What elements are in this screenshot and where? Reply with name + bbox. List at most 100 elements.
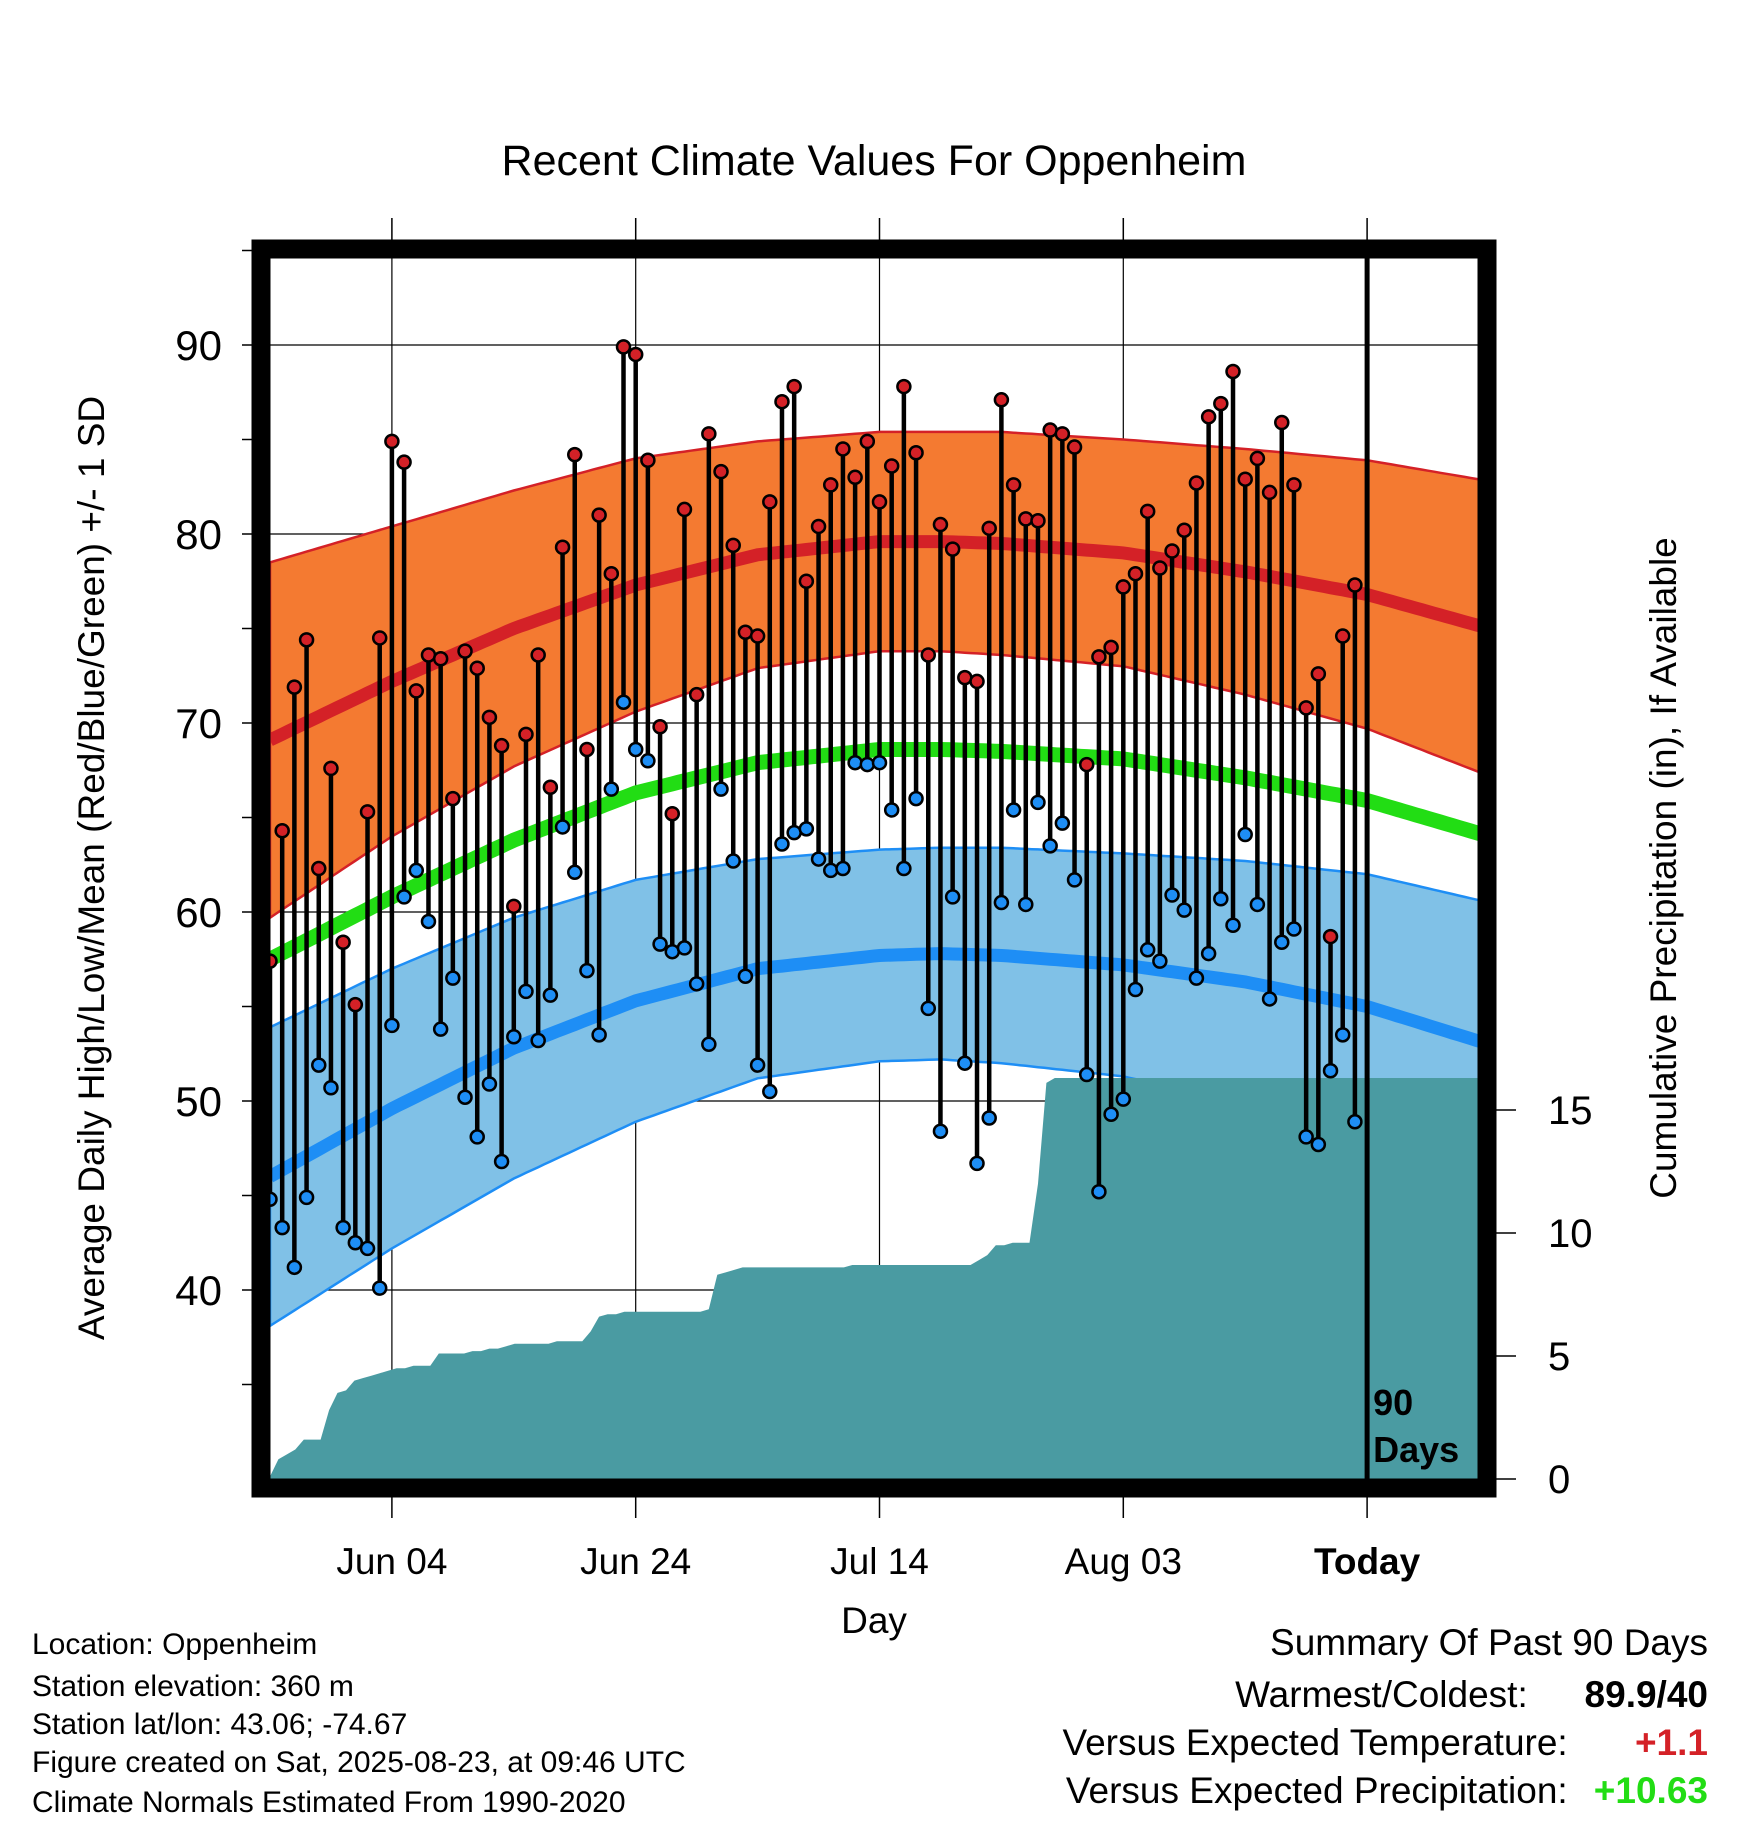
daily-high-point — [445, 790, 461, 807]
daily-high-point — [554, 539, 571, 555]
daily-low-point — [1164, 887, 1180, 903]
daily-high-point — [1018, 511, 1034, 527]
daily-low-point — [530, 1032, 546, 1049]
daily-low-point — [1249, 896, 1266, 913]
daily-low-point — [1042, 838, 1058, 854]
daily-high-point — [286, 679, 303, 695]
daily-low-point — [1176, 902, 1192, 918]
daily-low-point — [835, 860, 851, 877]
daily-low-point — [323, 1080, 339, 1096]
daily-low-point — [871, 754, 888, 771]
daily-low-point — [1115, 1091, 1132, 1107]
daily-high-point — [518, 726, 534, 743]
daily-high-point — [1054, 426, 1071, 442]
daily-high-point — [469, 660, 485, 676]
daily-high-point — [944, 541, 961, 557]
daily-high-point — [1176, 522, 1192, 538]
daily-low-point — [445, 970, 461, 986]
daily-low-point — [1298, 1129, 1314, 1145]
x-tick-label: Aug 03 — [1065, 1541, 1182, 1582]
daily-low-point — [542, 987, 559, 1003]
daily-low-point — [798, 821, 815, 837]
daily-low-point — [1347, 1114, 1363, 1130]
daily-high-point — [932, 516, 949, 533]
daily-low-point — [993, 894, 1010, 911]
summary-warmest-label: Warmest/Coldest: — [1235, 1674, 1528, 1715]
daily-low-point — [432, 1021, 449, 1037]
daily-high-point — [530, 647, 546, 663]
y2-tick-label: 5 — [1548, 1335, 1570, 1379]
daily-high-point — [847, 469, 863, 486]
daily-low-point — [615, 694, 632, 710]
daily-low-point — [274, 1219, 290, 1236]
daily-low-point — [1127, 981, 1144, 998]
x-tick-label: Jul 14 — [830, 1541, 929, 1582]
daily-high-point — [615, 339, 632, 355]
daily-high-point — [1225, 363, 1241, 380]
daily-low-point — [981, 1110, 997, 1126]
y-tick-label: 40 — [175, 1267, 222, 1314]
daily-low-point — [1066, 872, 1083, 888]
daily-low-point — [347, 1235, 364, 1251]
y-tick-label: 70 — [175, 700, 222, 747]
daily-low-point — [1274, 934, 1290, 950]
daily-high-point — [567, 446, 583, 463]
daily-high-point — [664, 805, 681, 822]
plot-area: 90 Days — [270, 258, 1478, 1479]
daily-low-point — [762, 1083, 778, 1100]
daily-high-point — [506, 898, 522, 915]
daily-low-point — [676, 940, 693, 956]
daily-high-point — [1066, 439, 1083, 455]
daily-low-point — [384, 1017, 400, 1034]
footer-elevation: Station elevation: 360 m — [32, 1670, 354, 1703]
daily-high-point — [1115, 579, 1132, 595]
daily-high-point — [603, 565, 620, 582]
daily-high-point — [396, 454, 412, 470]
daily-high-point — [725, 537, 741, 554]
daily-low-point — [640, 753, 656, 769]
daily-high-point — [896, 378, 912, 395]
summary-precip-label: Versus Expected Precipitation: — [1065, 1770, 1568, 1811]
daily-high-point — [1164, 543, 1180, 559]
summary-temp-label: Versus Expected Temperature: — [1062, 1722, 1568, 1763]
y-tick-label: 50 — [175, 1078, 222, 1125]
daily-low-point — [1018, 896, 1034, 913]
x-tick-label: Today — [1314, 1541, 1421, 1582]
daily-high-point — [1213, 395, 1229, 412]
daily-low-point — [652, 936, 668, 952]
daily-low-point — [1103, 1106, 1119, 1122]
summary-warmest-value: 89.9/40 — [1584, 1674, 1708, 1715]
daily-high-point — [1261, 484, 1278, 501]
daily-high-point — [1188, 475, 1205, 491]
daily-low-point — [481, 1076, 498, 1092]
summary-precip-value: +10.63 — [1593, 1770, 1708, 1811]
daily-low-point — [311, 1057, 327, 1073]
daily-high-point — [579, 741, 595, 758]
daily-high-point — [1103, 639, 1119, 656]
daily-low-point — [713, 781, 729, 797]
daily-high-point — [493, 737, 510, 754]
daily-high-point — [652, 719, 668, 735]
daily-high-point — [676, 501, 693, 518]
daily-high-point — [1139, 503, 1156, 520]
daily-high-point — [627, 346, 644, 363]
daily-low-point — [810, 851, 827, 867]
daily-low-point — [1005, 802, 1022, 818]
daily-low-point — [270, 1191, 278, 1208]
daily-low-point — [1261, 991, 1278, 1007]
daily-high-point — [408, 683, 425, 699]
footer-latlon: Station lat/lon: 43.06; -74.67 — [32, 1708, 408, 1741]
daily-low-point — [944, 889, 961, 905]
daily-low-point — [1054, 815, 1071, 831]
y2-tick-label: 15 — [1548, 1089, 1593, 1133]
daily-low-point — [1237, 826, 1253, 843]
daily-high-point — [371, 630, 388, 646]
daily-high-point — [969, 673, 985, 690]
daily-low-point — [920, 1000, 937, 1017]
daily-low-point — [1139, 942, 1156, 958]
daily-high-point — [835, 441, 851, 457]
summary-warmest-row: Warmest/Coldest: 89.9/40 — [1235, 1674, 1708, 1716]
y2-axis-label: Cumulative Precipitation (in), If Availa… — [1643, 537, 1684, 1199]
daily-low-point — [298, 1189, 315, 1206]
